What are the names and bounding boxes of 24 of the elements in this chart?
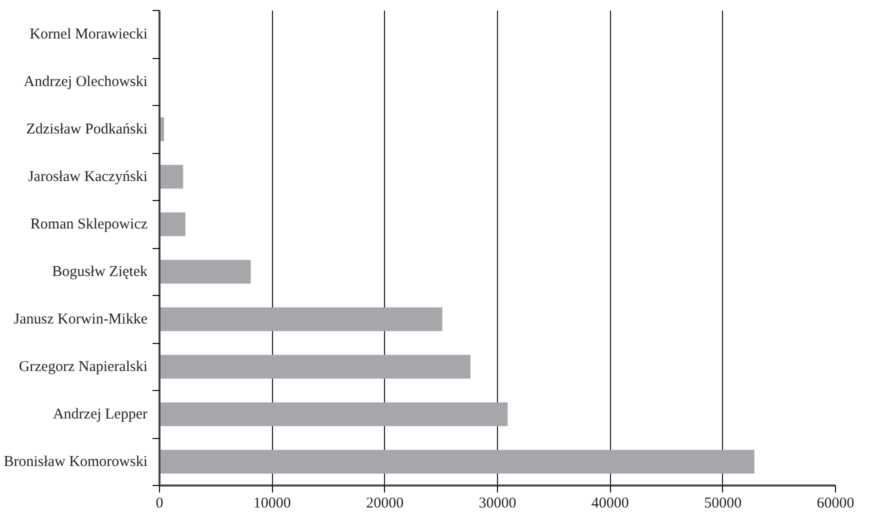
x-tick-label: 0 [156,496,164,512]
y-tick-label: Roman Sklepowicz [30,216,148,232]
y-tick-label: Andrzej Olechowski [24,74,148,90]
x-tick-label: 60000 [816,496,854,512]
bar [160,164,184,189]
y-tick-label: Bogusłw Ziętek [52,264,148,280]
x-tick-label: 10000 [253,496,291,512]
y-tick-label: Zdzisław Podkański [26,121,148,138]
bar [160,450,754,474]
x-tick-label: 20000 [366,496,404,512]
x-tick-label: 40000 [591,496,629,512]
y-tick-label: Andrzej Lepper [52,406,148,422]
y-tick-label: Janusz Korwin-Mikke [14,311,148,328]
y-tick-label: Jarosław Kaczyński [28,168,148,185]
bar [160,354,470,379]
bar [160,307,442,332]
x-tick-label: 30000 [478,496,516,512]
bar [160,402,508,426]
bar [160,260,251,284]
x-tick-label: 50000 [704,496,742,512]
y-tick-label: Bronisław Komorowski [4,454,148,470]
y-tick-label: Grzegorz Napieralski [18,358,148,375]
bar [160,212,186,236]
y-tick-label: Kornel Morawiecki [30,26,148,42]
